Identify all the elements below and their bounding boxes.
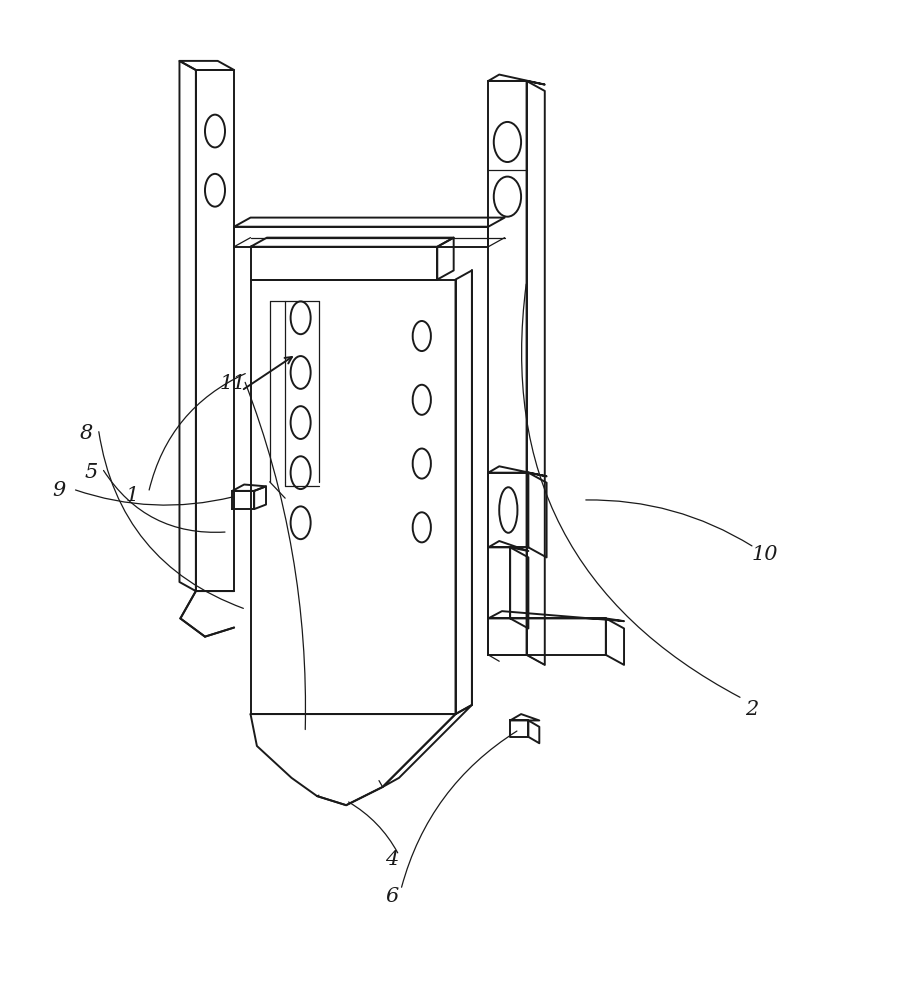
Text: 4: 4: [385, 850, 398, 869]
Text: 10: 10: [752, 545, 779, 564]
Text: 5: 5: [85, 463, 97, 482]
Text: 8: 8: [80, 424, 93, 443]
Text: 1: 1: [126, 486, 138, 505]
Text: 9: 9: [53, 481, 66, 500]
Text: 6: 6: [385, 887, 398, 906]
Text: 11: 11: [219, 374, 246, 393]
Text: 2: 2: [745, 700, 758, 719]
